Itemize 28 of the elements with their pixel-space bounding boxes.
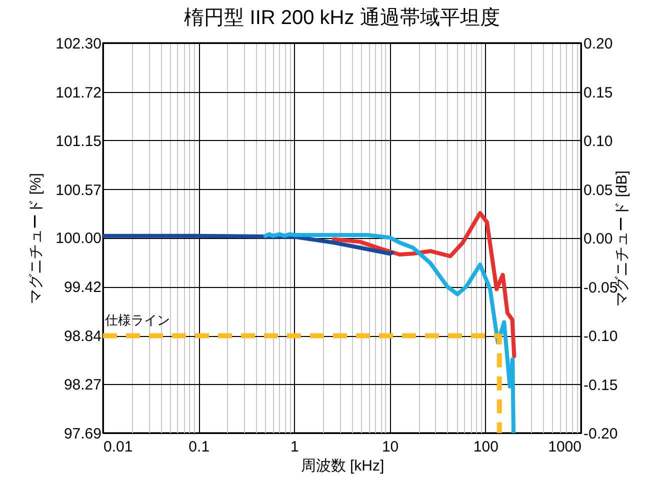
x-axis-title: 周波数 [kHz] xyxy=(300,458,384,474)
y-tick-label: 101.15 xyxy=(56,132,102,150)
x-tick-label: 1000 xyxy=(548,438,582,456)
x-tick-label: 100 xyxy=(473,438,498,456)
y2-tick-label: 0.00 xyxy=(584,230,613,248)
y-tick-label: 97.69 xyxy=(64,426,102,442)
y2-tick-label: -0.15 xyxy=(584,376,618,394)
x-tick-label: 0.01 xyxy=(104,438,133,456)
y2-tick-label: 0.15 xyxy=(584,84,613,102)
y-tick-label: 100.00 xyxy=(56,230,102,248)
y-axis-title: マグニチュード [%] xyxy=(28,173,45,304)
y2-tick-label: 0.10 xyxy=(584,133,613,150)
y-tick-label: 98.27 xyxy=(64,376,102,394)
y-tick-label: 100.57 xyxy=(56,182,102,199)
x-tick-label: 0.1 xyxy=(188,438,210,456)
chart-title: 楕円型 IIR 200 kHz 通過帯域平坦度 xyxy=(184,7,500,29)
y-tick-label: 98.84 xyxy=(64,328,102,346)
x-tick-label: 10 xyxy=(382,438,399,456)
y2-tick-label: -0.10 xyxy=(584,328,618,345)
y-tick-label: 101.72 xyxy=(56,84,102,102)
y-tick-label: 102.30 xyxy=(56,36,102,52)
y2-tick-label: -0.20 xyxy=(584,426,618,442)
y2-tick-label: -0.05 xyxy=(584,279,618,296)
annotation: 仕様ライン xyxy=(104,312,170,328)
y-tick-label: 99.42 xyxy=(64,279,102,296)
x-tick-label: 1 xyxy=(290,438,299,456)
y2-tick-label: 0.05 xyxy=(584,182,613,199)
y2-tick-label: 0.20 xyxy=(584,36,613,52)
